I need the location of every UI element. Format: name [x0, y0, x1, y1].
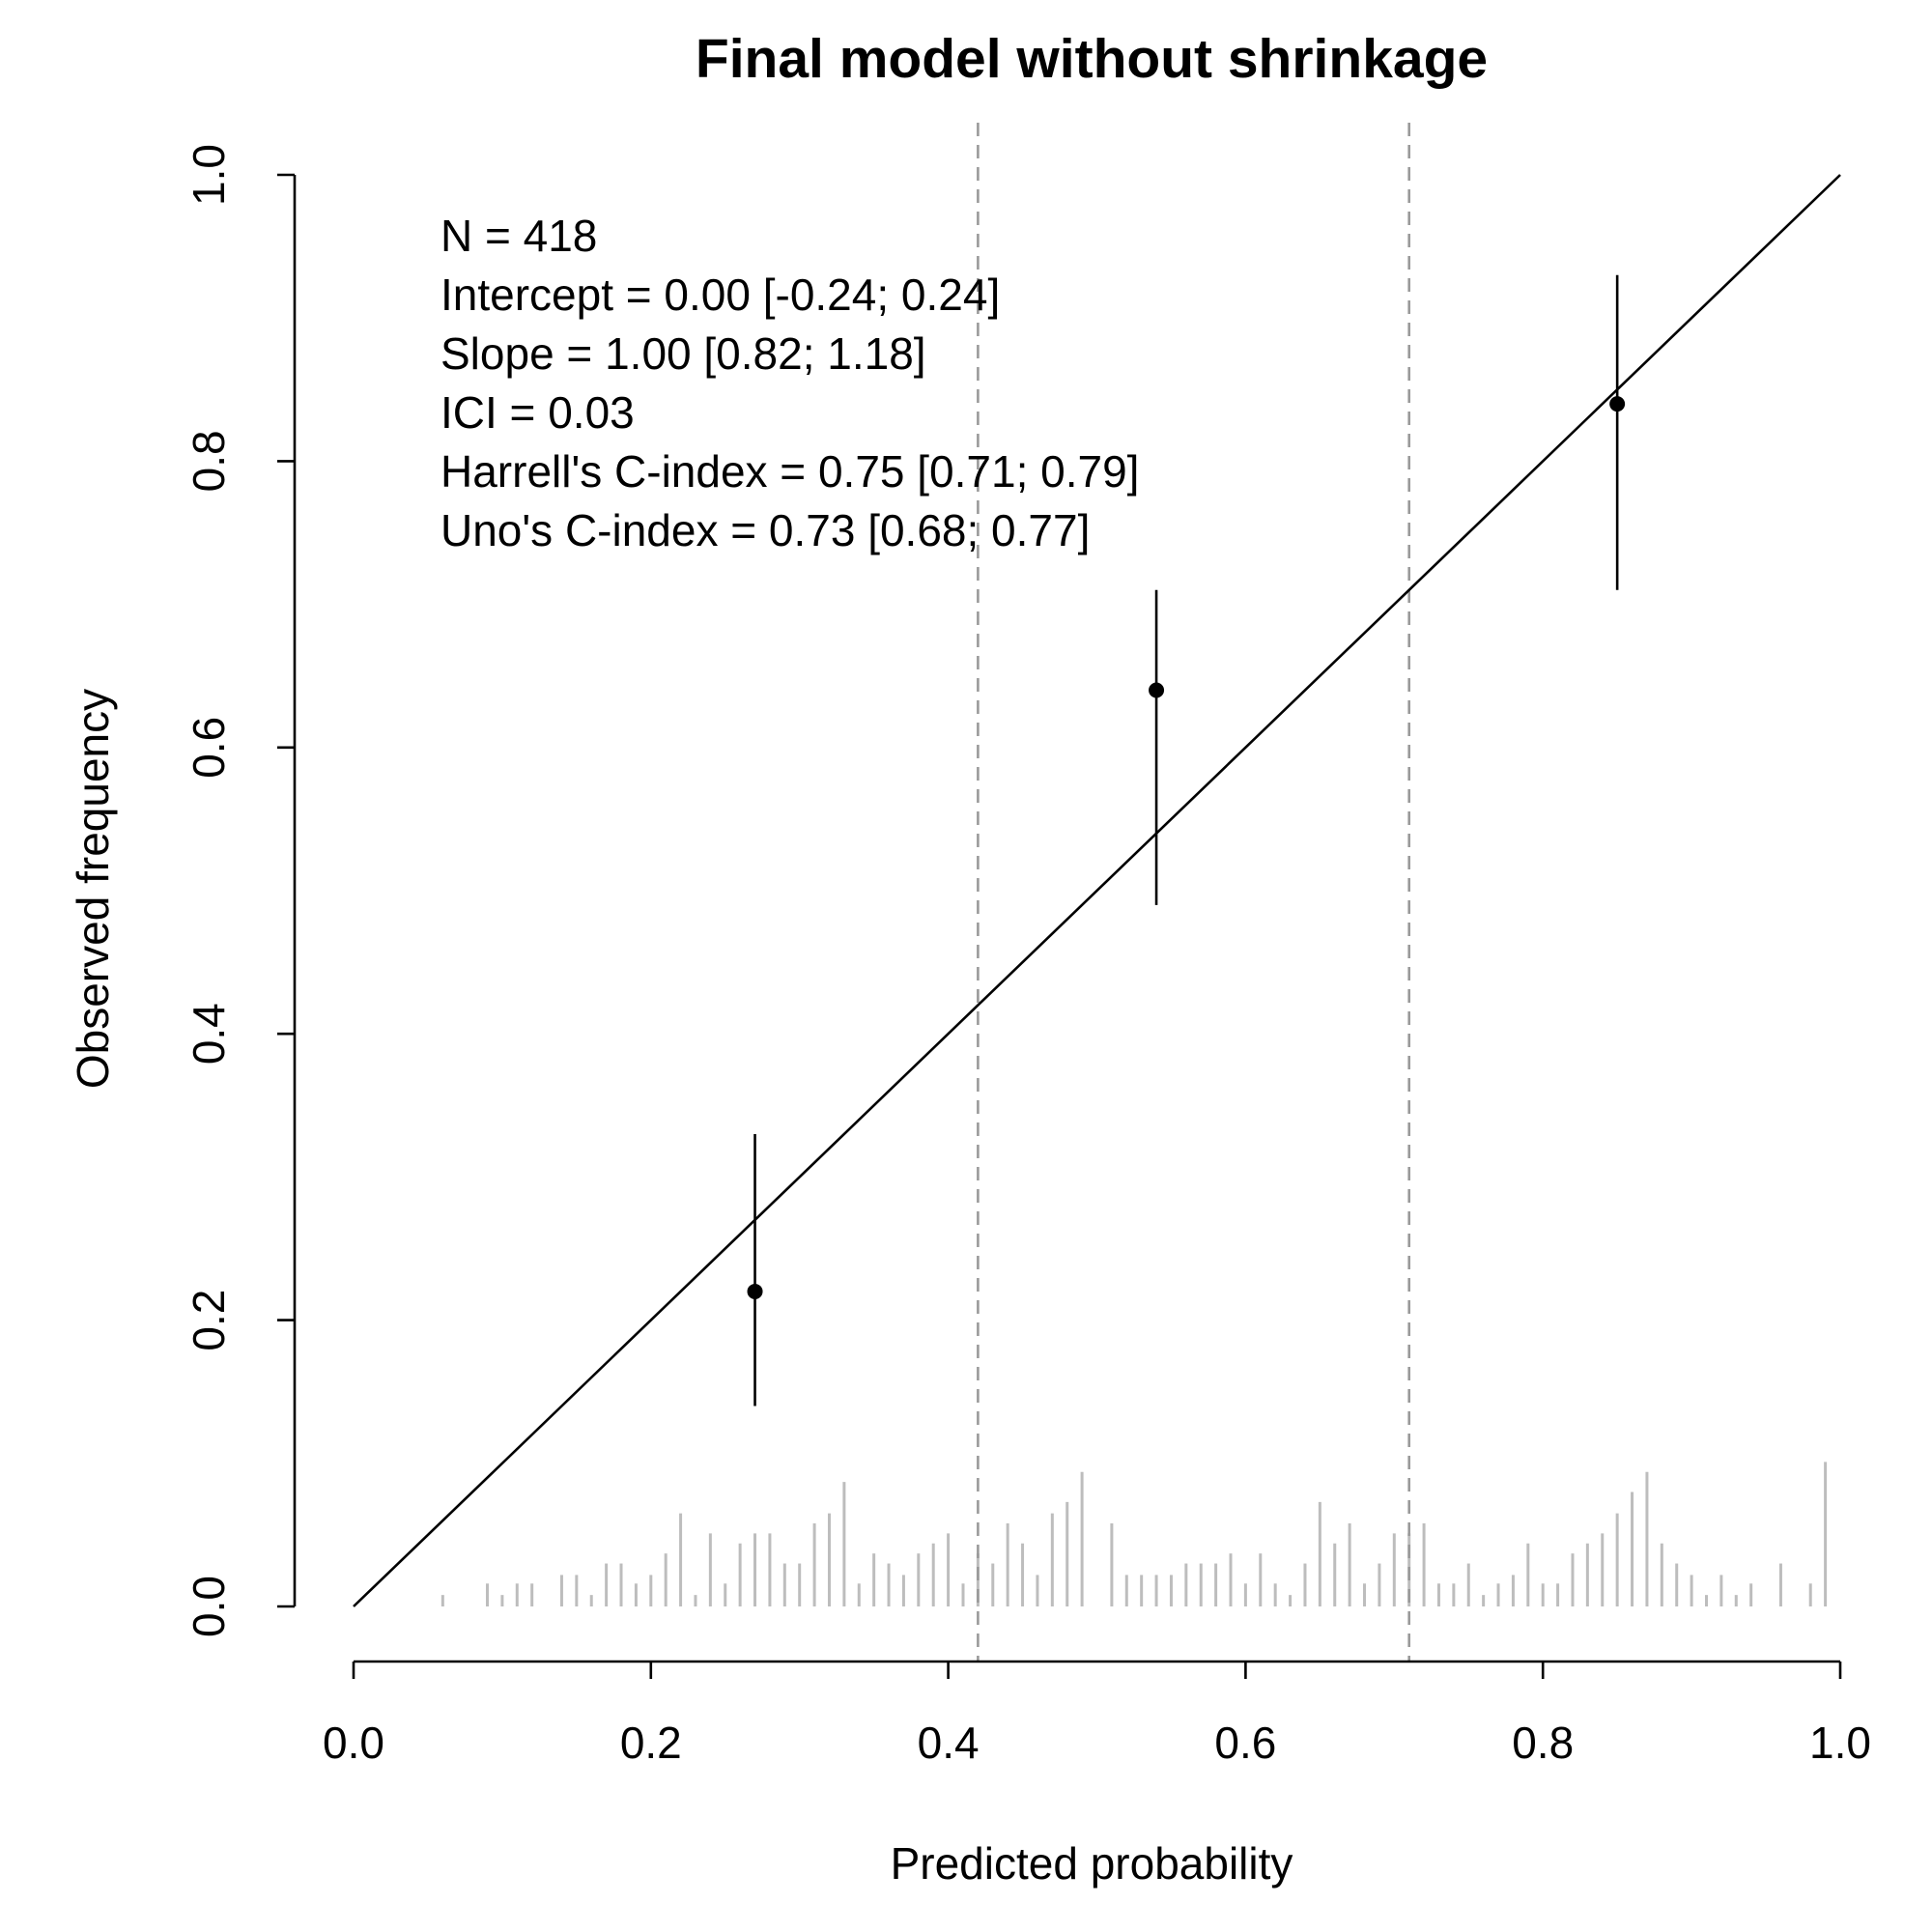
annotation-line-3: ICI = 0.03 — [440, 387, 635, 438]
x-tick-label-1: 0.2 — [620, 1718, 682, 1768]
distribution-spikes — [440, 1462, 1828, 1606]
reference-line-group — [353, 174, 1841, 1607]
data-point-0 — [747, 1283, 763, 1299]
annotation-line-0: N = 418 — [440, 211, 597, 261]
axes — [293, 175, 1840, 1663]
y-tick-label-3: 0.6 — [184, 717, 234, 779]
chart-title: Final model without shrinkage — [696, 28, 1488, 90]
data-point-1 — [1149, 682, 1165, 698]
annotation-line-4: Harrell's C-index = 0.75 [0.71; 0.79] — [440, 446, 1139, 497]
y-tick-label-0: 0.0 — [184, 1576, 234, 1637]
y-tick-label-4: 0.8 — [184, 430, 234, 492]
x-tick-label-4: 0.8 — [1512, 1718, 1574, 1768]
y-tick-label-5: 1.0 — [184, 144, 234, 206]
x-axis-title: Predicted probability — [891, 1838, 1293, 1889]
x-tick-label-0: 0.0 — [323, 1718, 384, 1768]
tick-labels: 0.0 0.2 0.4 0.6 0.8 1.0 0.0 0.2 0.4 0.6 0.8 1.0 — [184, 144, 1871, 1768]
annotation-line-2: Slope = 1.00 [0.82; 1.18] — [440, 328, 926, 379]
cutpoint-lines — [977, 123, 1410, 1662]
data-point-2 — [1609, 396, 1626, 412]
y-tick-label-1: 0.2 — [184, 1290, 234, 1351]
x-tick-label-2: 0.4 — [918, 1718, 980, 1768]
x-tick-label-5: 1.0 — [1809, 1718, 1871, 1768]
annotation-block: N = 418 Intercept = 0.00 [-0.24; 0.24] Slo… — [440, 211, 1139, 555]
calibration-points — [747, 274, 1626, 1406]
reference-line — [353, 174, 1841, 1607]
y-axis-title: Observed frequency — [68, 689, 118, 1089]
annotation-line-5: Uno's C-index = 0.73 [0.68; 0.77] — [440, 505, 1090, 555]
x-tick-label-3: 0.6 — [1214, 1718, 1276, 1768]
annotation-line-1: Intercept = 0.00 [-0.24; 0.24] — [440, 270, 1000, 320]
y-tick-label-2: 0.4 — [184, 1003, 234, 1065]
